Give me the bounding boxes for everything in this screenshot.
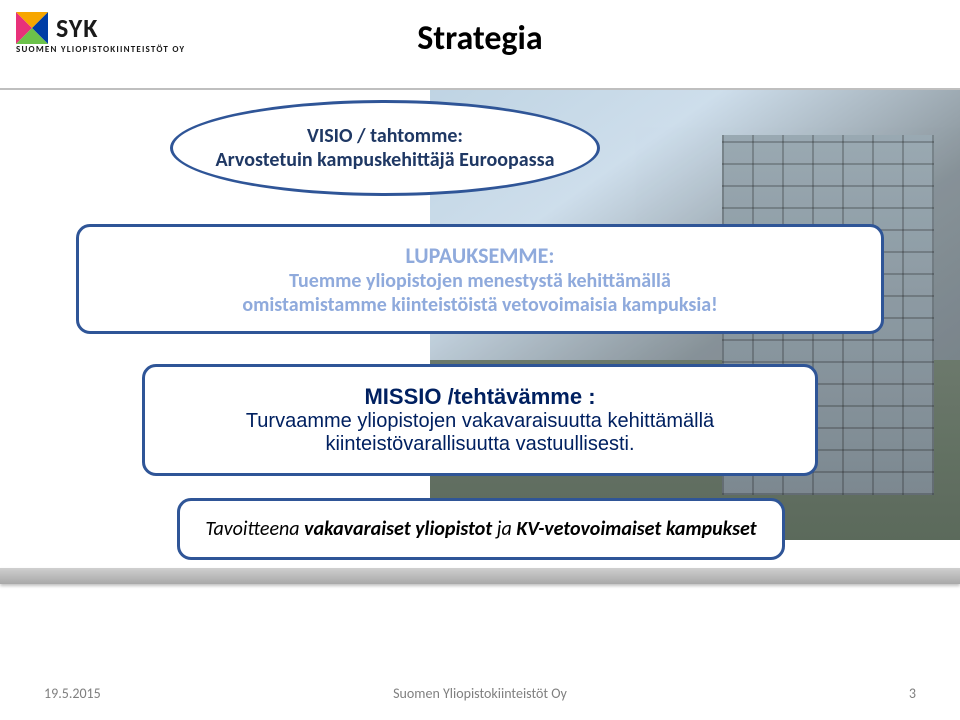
promise-body2: omistamistamme kiinteistöistä vetovoimai… bbox=[242, 293, 717, 317]
promise-body1: Tuemme yliopistojen menestystä kehittämä… bbox=[289, 269, 671, 293]
slide: SYK SUOMEN YLIOPISTOKIINTEISTÖT OY Strat… bbox=[0, 0, 960, 720]
slide-title: Strategia bbox=[0, 18, 960, 59]
missio-heading: MISSIO /tehtävämme : bbox=[364, 384, 595, 410]
promise-box: LUPAUKSEMME: Tuemme yliopistojen menesty… bbox=[76, 224, 884, 334]
promise-heading: LUPAUKSEMME: bbox=[406, 242, 555, 269]
divider-bottom bbox=[0, 568, 960, 584]
divider-top bbox=[0, 88, 960, 90]
missio-body1: Turvaamme yliopistojen vakavaraisuutta k… bbox=[246, 410, 714, 433]
footer-org: Suomen Yliopistokiinteistöt Oy bbox=[0, 685, 960, 702]
footer-page-number: 3 bbox=[909, 685, 916, 702]
goal-box: Tavoitteena vakavaraiset yliopistot ja K… bbox=[177, 498, 785, 560]
missio-box: MISSIO /tehtävämme : Turvaamme yliopisto… bbox=[142, 364, 818, 476]
visio-callout: VISIO / tahtomme: Arvostetuin kampuskehi… bbox=[170, 100, 600, 196]
visio-line1: VISIO / tahtomme: bbox=[307, 124, 463, 148]
missio-body2: kiinteistövarallisuutta vastuullisesti. bbox=[325, 433, 634, 456]
goal-text: Tavoitteena vakavaraiset yliopistot ja K… bbox=[205, 517, 756, 541]
visio-line2: Arvostetuin kampuskehittäjä Euroopassa bbox=[216, 148, 555, 172]
